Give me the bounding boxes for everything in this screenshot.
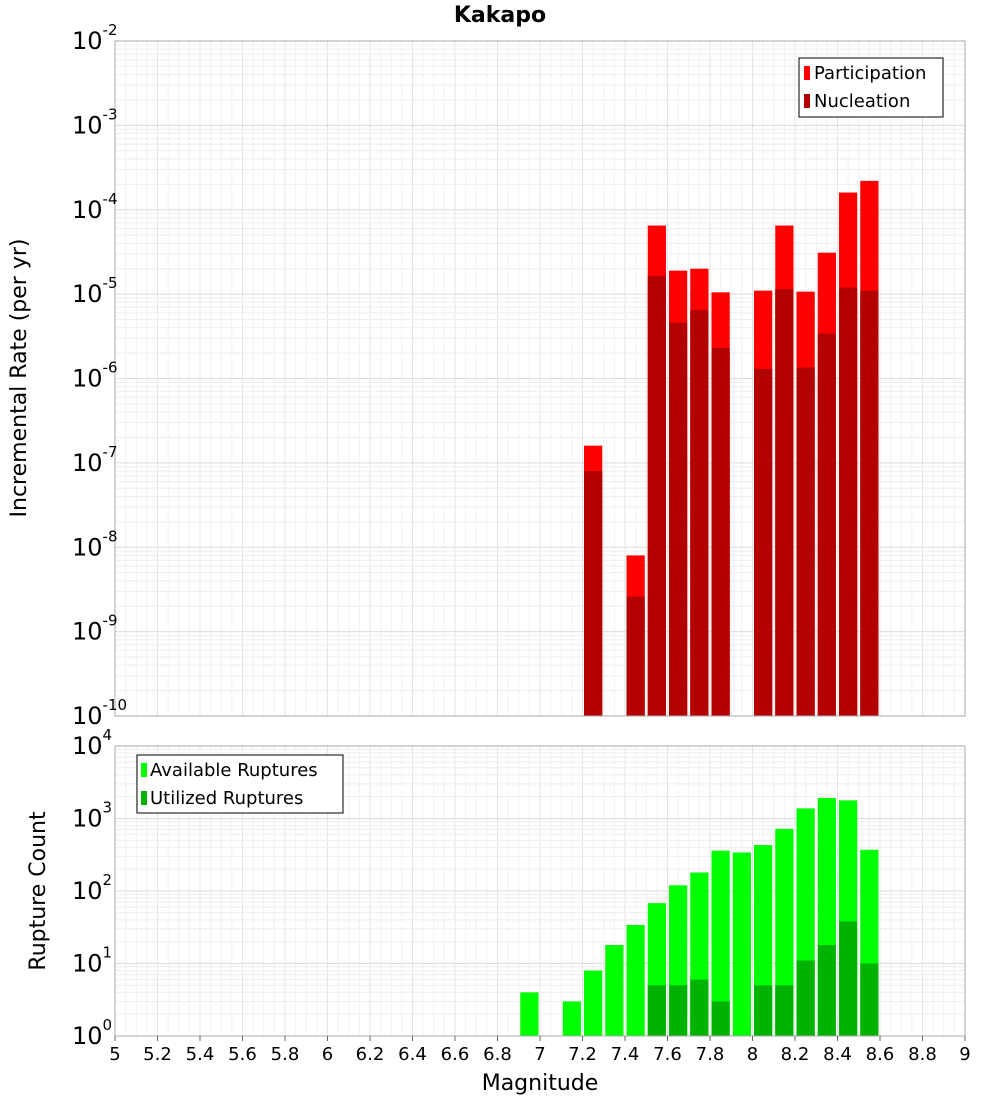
x-tick-label: 6.8 — [483, 1044, 512, 1065]
x-tick-label: 7.6 — [653, 1044, 682, 1065]
bar-available-ruptures — [520, 992, 539, 1036]
x-tick-label: 9 — [959, 1044, 970, 1065]
x-tick-label: 8.2 — [781, 1044, 810, 1065]
bar-nucleation — [647, 275, 666, 716]
bar-utilized-ruptures — [754, 985, 773, 1036]
bottom-bars — [520, 797, 879, 1036]
bar-nucleation — [626, 596, 645, 716]
x-tick-label: 8.8 — [908, 1044, 937, 1065]
top-y-ticks: 10-2 10-3 10-4 10-5 10-6 10-7 10-8 10-9 10-10 — [72, 21, 127, 730]
legend-swatch-available — [141, 763, 147, 777]
bar-available-ruptures — [562, 1001, 581, 1036]
legend-label-utilized: Utilized Ruptures — [150, 788, 303, 809]
x-tick-label: 7.4 — [611, 1044, 640, 1065]
bar-nucleation — [690, 309, 709, 716]
x-tick-label: 8.4 — [823, 1044, 852, 1065]
bar-nucleation — [584, 471, 603, 716]
bar-nucleation — [839, 287, 858, 716]
bottom-panel: 104 103 102 101 100 5 5.2 5.4 5.6 5.8 6 6.2 6.4 6.6 6… — [26, 726, 971, 1096]
top-panel: 10-2 10-3 10-4 10-5 10-6 10-7 10-8 10-9 10-10 In… — [7, 21, 966, 730]
bar-utilized-ruptures — [711, 1001, 730, 1036]
x-tick-label: 5 — [109, 1044, 120, 1065]
y-tick-label: 10-8 — [72, 527, 118, 561]
x-tick-label: 5.6 — [228, 1044, 257, 1065]
legend-label-participation: Participation — [814, 63, 926, 84]
bar-nucleation — [775, 289, 794, 716]
bar-available-ruptures — [775, 828, 794, 1036]
y-tick-label: 104 — [72, 726, 112, 760]
bar-utilized-ruptures — [839, 921, 858, 1036]
x-tick-label: 6.2 — [356, 1044, 385, 1065]
bar-available-ruptures — [711, 850, 730, 1036]
bar-nucleation — [817, 333, 836, 716]
x-tick-label: 6.6 — [441, 1044, 470, 1065]
bottom-legend-box — [136, 754, 344, 814]
chart-title: Kakapo — [454, 3, 546, 28]
bar-nucleation — [796, 367, 815, 716]
bar-nucleation — [669, 322, 688, 716]
bottom-y-ticks: 104 103 102 101 100 — [72, 726, 112, 1050]
bar-available-ruptures — [626, 924, 645, 1036]
top-legend: Participation Nucleation — [798, 57, 944, 118]
x-tick-label: 7.8 — [696, 1044, 725, 1065]
top-plot-frame — [114, 40, 966, 717]
bar-utilized-ruptures — [796, 960, 815, 1036]
x-tick-label: 8.6 — [866, 1044, 895, 1065]
y-tick-label: 101 — [72, 944, 112, 978]
bar-nucleation — [860, 290, 879, 716]
x-tick-label: 6.4 — [398, 1044, 427, 1065]
y-tick-label: 10-2 — [72, 21, 118, 55]
legend-swatch-participation — [804, 66, 810, 80]
bottom-y-axis-label: Rupture Count — [26, 811, 51, 971]
x-axis-label: Magnitude — [482, 1071, 599, 1096]
y-tick-label: 103 — [72, 799, 112, 833]
legend-swatch-nucleation — [804, 94, 810, 108]
legend-label-available: Available Ruptures — [150, 760, 318, 781]
bottom-x-ticks: 5 5.2 5.4 5.6 5.8 6 6.2 6.4 6.6 6.8 7 7.2 7.4 7.6 7.8 8… — [109, 1036, 971, 1065]
bar-utilized-ruptures — [669, 985, 688, 1036]
bar-available-ruptures — [605, 944, 624, 1036]
x-tick-label: 7 — [534, 1044, 545, 1065]
bottom-legend: Available Ruptures Utilized Ruptures — [136, 754, 344, 814]
top-bars — [584, 180, 879, 717]
y-tick-label: 102 — [72, 871, 112, 905]
bar-nucleation — [754, 368, 773, 716]
bar-utilized-ruptures — [775, 985, 794, 1036]
y-tick-label: 10-9 — [72, 612, 118, 646]
x-tick-label: 5.4 — [186, 1044, 215, 1065]
top-grid — [114, 41, 966, 717]
x-tick-label: 7.2 — [568, 1044, 597, 1065]
legend-swatch-utilized — [141, 791, 147, 805]
bar-utilized-ruptures — [690, 979, 709, 1036]
x-tick-label: 5.2 — [143, 1044, 172, 1065]
bar-utilized-ruptures — [647, 985, 666, 1036]
y-tick-label: 10-10 — [72, 696, 127, 730]
bar-utilized-ruptures — [817, 944, 836, 1036]
bar-available-ruptures — [584, 970, 603, 1036]
y-tick-label: 10-3 — [72, 105, 118, 139]
legend-label-nucleation: Nucleation — [814, 91, 910, 112]
bar-nucleation — [711, 347, 730, 716]
y-tick-label: 10-5 — [72, 274, 118, 308]
y-tick-label: 10-6 — [72, 359, 118, 393]
x-tick-label: 5.8 — [271, 1044, 300, 1065]
top-legend-box — [798, 57, 944, 118]
x-tick-label: 6 — [322, 1044, 333, 1065]
top-y-axis-label: Incremental Rate (per yr) — [7, 239, 32, 518]
y-tick-label: 100 — [72, 1016, 112, 1050]
y-tick-label: 10-4 — [72, 190, 118, 224]
bar-utilized-ruptures — [860, 963, 879, 1036]
x-tick-label: 8 — [747, 1044, 758, 1065]
bar-available-ruptures — [732, 852, 751, 1036]
y-tick-label: 10-7 — [72, 443, 118, 477]
